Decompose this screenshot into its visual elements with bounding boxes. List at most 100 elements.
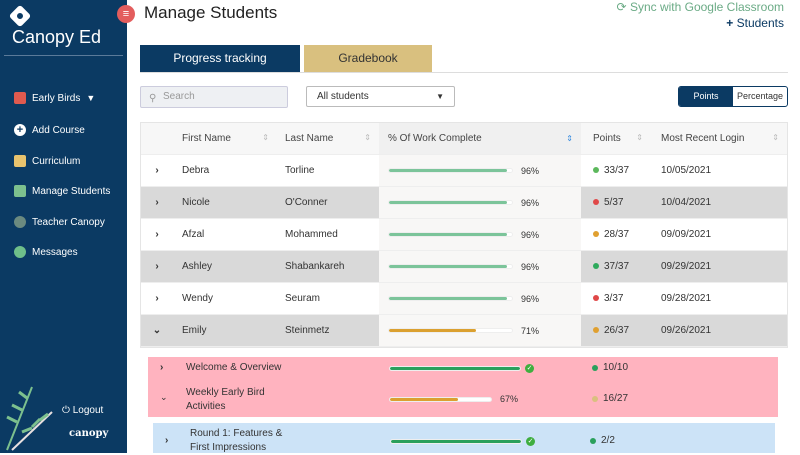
table-row[interactable]: › Ashley Shabankareh 96% 37/37 09/29/202… [141, 251, 787, 283]
status-dot [593, 327, 599, 333]
sort-icon: ⇕ [636, 133, 643, 142]
points-cell: 28/37 [581, 229, 651, 240]
plus-icon: + [14, 124, 26, 136]
progress-bar [388, 296, 513, 301]
header-label: % Of Work Complete [388, 133, 482, 144]
submodule-title: Round 1: Features & First Impressions [190, 427, 282, 455]
login-date: 09/29/2021 [661, 261, 712, 272]
pct-value: 96% [521, 293, 540, 304]
expand-chevron-icon[interactable]: › [155, 261, 159, 272]
search-input[interactable]: ⚲ Search [140, 86, 288, 108]
points-percentage-toggle: Points Percentage [678, 86, 788, 107]
login-date: 09/09/2021 [661, 229, 712, 240]
header-label: First Name [182, 133, 231, 144]
expand-chevron-icon[interactable]: › [155, 197, 159, 208]
sidebar-item-teacher-canopy[interactable]: Teacher Canopy [14, 216, 105, 228]
points-cell: 5/37 [581, 197, 651, 208]
first-name: Afzal [182, 229, 205, 240]
page-title: Manage Students [144, 3, 278, 22]
search-placeholder: Search [163, 91, 195, 102]
expand-chevron-icon[interactable]: › [160, 362, 164, 373]
progress-bar [388, 168, 513, 173]
header-login[interactable]: Most Recent Login ⇕ [651, 133, 787, 144]
header-points[interactable]: Points ⇕ [581, 133, 651, 144]
points-value: 28/37 [604, 229, 630, 240]
expand-chevron-icon[interactable]: › [155, 293, 159, 304]
header-work-complete[interactable]: % Of Work Complete ⇕ [379, 123, 581, 154]
collapse-chevron-icon[interactable]: ⌄ [152, 325, 162, 336]
sidebar-item-label: Teacher Canopy [32, 216, 105, 228]
header-label: Most Recent Login [661, 133, 745, 144]
header-label: Last Name [285, 133, 334, 144]
last-name: Seuram [285, 293, 321, 304]
expand-chevron-icon[interactable]: › [155, 165, 159, 176]
points-value: 10/10 [603, 362, 629, 373]
header-last-name[interactable]: Last Name ⇕ [277, 133, 379, 144]
module-title: Welcome & Overview [186, 362, 282, 373]
sidebar-item-manage-students[interactable]: Manage Students [14, 185, 110, 197]
points-value: 16/27 [603, 393, 629, 404]
sidebar-item-add-course[interactable]: + Add Course [14, 124, 85, 136]
check-icon: ✓ [525, 364, 534, 373]
filter-value: All students [317, 91, 369, 102]
logout-label: Logout [72, 405, 104, 416]
work-complete-cell: 96% [379, 283, 581, 314]
status-dot [593, 167, 599, 173]
sidebar-item-label: Curriculum [32, 155, 81, 167]
menu-toggle-button[interactable]: ≡ [117, 5, 135, 23]
last-name: Steinmetz [285, 325, 330, 336]
login-date: 10/04/2021 [661, 197, 712, 208]
chevron-down-icon: ▼ [86, 93, 96, 103]
sidebar-item-messages[interactable]: Messages [14, 246, 78, 258]
header-first-name[interactable]: First Name ⇕ [173, 133, 277, 144]
student-filter-select[interactable]: All students ▼ [306, 86, 455, 107]
points-value: 33/37 [604, 165, 630, 176]
module-points: 10/10 [592, 362, 628, 373]
expand-chevron-icon[interactable]: › [165, 435, 169, 446]
curriculum-icon [14, 155, 26, 167]
table-row[interactable]: › Afzal Mohammed 96% 28/37 09/09/2021 [141, 219, 787, 251]
status-dot [592, 395, 598, 402]
first-name: Debra [182, 165, 210, 176]
table-row[interactable]: › Wendy Seuram 96% 3/37 09/28/2021 [141, 283, 787, 315]
course-selector[interactable]: Early Birds ▼ [14, 92, 95, 104]
expanded-submodule-panel [153, 423, 775, 453]
sync-icon: ⟳ [616, 0, 627, 14]
add-students-link[interactable]: + Students [726, 16, 784, 30]
first-name: Wendy [182, 293, 213, 304]
course-icon [14, 92, 26, 104]
table-row[interactable]: › Debra Torline 96% 33/37 10/05/2021 [141, 155, 787, 187]
sidebar-item-label: Manage Students [32, 185, 111, 197]
search-icon: ⚲ [149, 93, 157, 104]
points-cell: 33/37 [581, 165, 651, 176]
module-points: 16/27 [592, 393, 628, 404]
progress-bar [388, 328, 513, 333]
canopy-logo: canopy [69, 428, 109, 439]
points-option[interactable]: Points [679, 87, 733, 106]
caret-down-icon: ▼ [436, 92, 444, 101]
work-complete-cell: 96% [379, 155, 581, 186]
last-name: Torline [285, 165, 315, 176]
points-value: 26/37 [604, 325, 630, 336]
table-row[interactable]: ⌄ Emily Steinmetz 71% 26/37 09/26/2021 [141, 315, 787, 347]
percentage-option[interactable]: Percentage [736, 91, 784, 101]
logout-button[interactable]: ⏻ Logout [62, 405, 103, 416]
collapse-chevron-icon[interactable]: ⌄ [160, 392, 168, 402]
first-name: Emily [182, 325, 207, 336]
sort-icon: ⇕ [262, 133, 269, 142]
students-label: Students [736, 16, 784, 30]
table-row[interactable]: › Nicole O'Conner 96% 5/37 10/04/2021 [141, 187, 787, 219]
tab-progress-tracking[interactable]: Progress tracking [140, 45, 300, 72]
sidebar-item-label: Add Course [32, 124, 85, 136]
work-complete-cell: 96% [379, 251, 581, 282]
sync-google-classroom-link[interactable]: ⟳ Sync with Google Classroom [617, 0, 784, 14]
submodule-points: 2/2 [590, 435, 615, 446]
plus-icon: + [726, 16, 734, 30]
expand-chevron-icon[interactable]: › [155, 229, 159, 240]
status-dot [590, 437, 596, 444]
first-name: Nicole [182, 197, 210, 208]
sidebar: Canopy Ed Early Birds ▼ + Add Course Curri… [0, 0, 127, 453]
sidebar-item-curriculum[interactable]: Curriculum [14, 155, 80, 167]
status-dot [593, 263, 599, 269]
tab-gradebook[interactable]: Gradebook [304, 45, 432, 72]
